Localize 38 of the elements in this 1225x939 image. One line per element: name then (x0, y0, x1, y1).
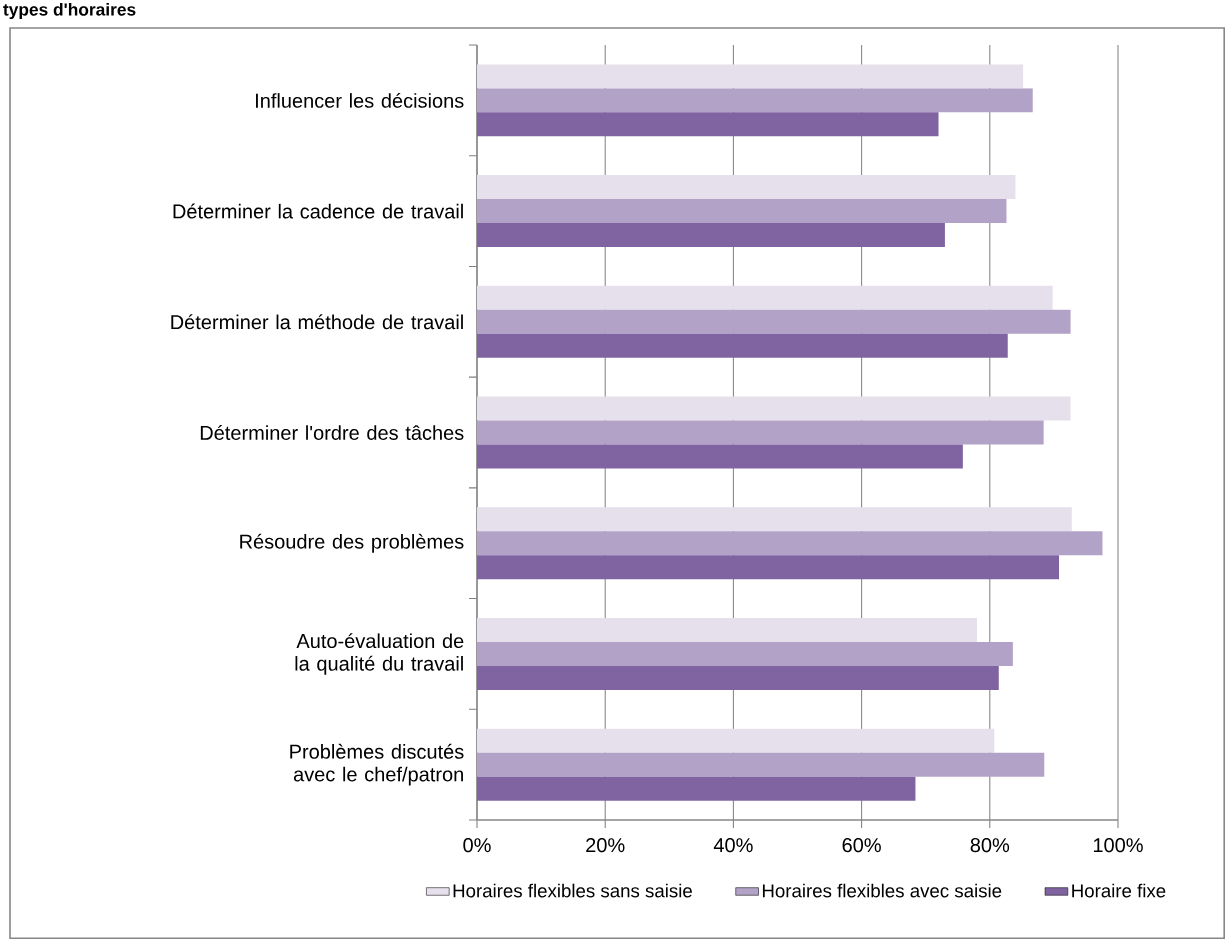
bar (477, 285, 1053, 310)
y-tick-label: Déterminer l'ordre des tâches (200, 425, 464, 440)
x-tick-label: 60% (842, 838, 881, 853)
x-tick-label: 0% (463, 838, 491, 853)
bar (477, 531, 1103, 556)
bar (477, 333, 1008, 358)
bar (477, 507, 1072, 532)
x-tick-label: 40% (713, 838, 753, 853)
legend-label: Horaires flexibles avec saisie (762, 883, 1002, 898)
bar (477, 175, 1016, 200)
x-tick-label: 100% (1093, 838, 1143, 853)
bar (477, 665, 999, 690)
y-tick-label: Déterminer la méthode de travail (171, 314, 463, 330)
x-tick-label: 20% (586, 838, 625, 853)
text: types d'horaires (3, 2, 136, 20)
bar (477, 752, 1045, 777)
bar (477, 444, 963, 469)
y-tick-label: Déterminer la cadence de travail (173, 203, 463, 219)
bar (477, 199, 1007, 224)
bar (477, 64, 1024, 89)
bar (477, 223, 945, 248)
bar (477, 728, 995, 753)
bar (477, 617, 977, 642)
bar (477, 112, 939, 137)
y-tick-label: Influencer les décisions (256, 92, 464, 108)
y-tick-label: Problèmes discutés avec le chef/patron (290, 743, 464, 786)
bar (477, 309, 1071, 334)
bar (477, 396, 1071, 421)
bar (477, 420, 1044, 445)
legend-label: Horaire fixe (1072, 883, 1166, 898)
x-tick-label: 80% (970, 838, 1010, 853)
bar (477, 88, 1033, 113)
y-tick-label: Auto-évaluation de la qualité du travail (295, 633, 464, 675)
bar (477, 641, 1013, 666)
bar (477, 776, 916, 801)
bar (477, 555, 1060, 580)
y-tick-label: Résoudre des problèmes (240, 533, 464, 553)
legend-label: Horaires flexibles sans saisie (453, 883, 692, 898)
